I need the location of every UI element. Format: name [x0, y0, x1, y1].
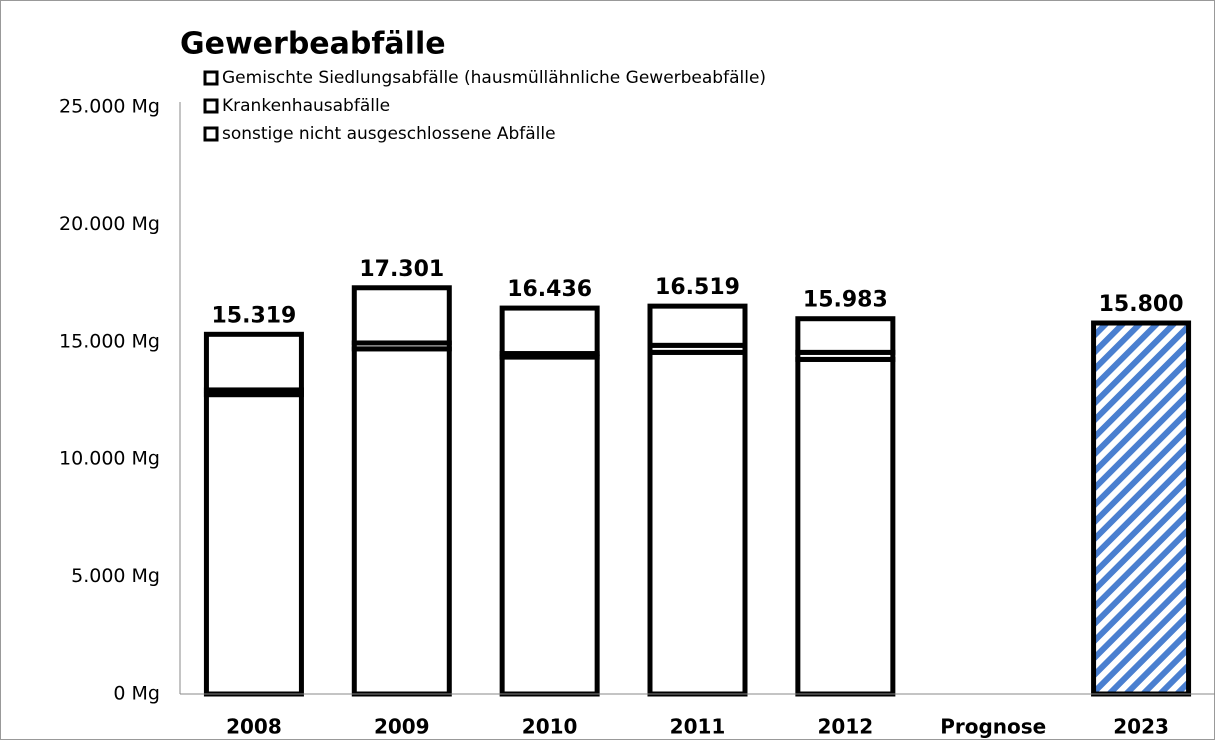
bar-segment — [647, 349, 748, 697]
x-tick-label: 2011 — [670, 715, 726, 739]
bar-segment — [351, 346, 452, 697]
total-label: 17.301 — [359, 257, 444, 282]
forecast-bar — [1091, 320, 1192, 697]
x-tick-label: 2010 — [522, 715, 578, 739]
y-tick-label: 5.000 Mg — [71, 565, 160, 587]
bar-segment — [499, 354, 600, 697]
x-tick-label: 2008 — [226, 715, 282, 739]
legend-swatch — [203, 126, 219, 142]
bar-segment — [499, 305, 600, 357]
y-tick-label: 20.000 Mg — [59, 213, 160, 235]
legend-swatch — [203, 98, 219, 114]
bar-segment — [203, 331, 304, 393]
total-label: 15.319 — [211, 303, 296, 328]
x-tick-label: 2012 — [818, 715, 874, 739]
bar-segment — [795, 316, 896, 355]
x-tick-label: 2023 — [1113, 715, 1169, 739]
total-label: 15.983 — [803, 288, 888, 313]
y-tick-label: 15.000 Mg — [59, 330, 160, 352]
x-tick-label: Prognose — [940, 715, 1046, 739]
total-label: 15.800 — [1099, 292, 1184, 317]
x-tick-label: 2009 — [374, 715, 430, 739]
bar-segment — [351, 285, 452, 346]
bar-segment — [647, 303, 748, 348]
y-tick-label: 0 Mg — [113, 683, 160, 705]
y-tick-label: 10.000 Mg — [59, 448, 160, 470]
legend-swatch — [203, 70, 219, 86]
y-tick-label: 25.000 Mg — [59, 96, 160, 118]
total-label: 16.436 — [507, 277, 592, 302]
total-label: 16.519 — [655, 275, 740, 300]
legend-label: Krankenhausabfälle — [222, 96, 390, 116]
legend-label: Gemischte Siedlungsabfälle (hausmüllähnl… — [222, 68, 766, 88]
legend-label: sonstige nicht ausgeschlossene Abfälle — [222, 124, 556, 144]
bar-segment — [795, 356, 896, 697]
chart-title: Gewerbeabfälle — [180, 27, 446, 62]
bar-segment — [203, 392, 304, 697]
